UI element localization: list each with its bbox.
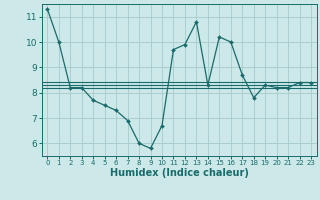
X-axis label: Humidex (Indice chaleur): Humidex (Indice chaleur) — [110, 168, 249, 178]
